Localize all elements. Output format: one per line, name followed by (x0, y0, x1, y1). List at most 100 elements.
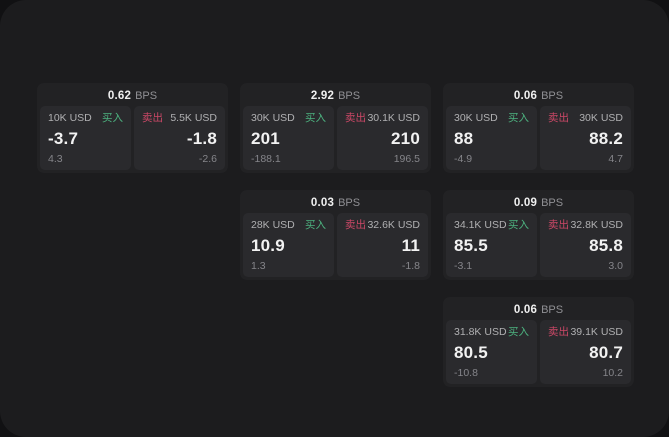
buy-panel-header: 31.8K USD 买入 (454, 326, 529, 338)
buy-delta: 4.3 (48, 153, 63, 165)
buy-quote-panel[interactable]: 10K USD 买入 -3.7 4.3 (40, 106, 131, 170)
sell-quote-panel[interactable]: 卖出 5.5K USD -1.8 -2.6 (134, 106, 225, 170)
sell-amount: 5.5K USD (170, 112, 217, 124)
quote-panels: 28K USD 买入 10.9 1.3 卖出 32.6K USD 11 -1.8 (243, 213, 428, 277)
sell-quote-panel[interactable]: 卖出 30K USD 88.2 4.7 (540, 106, 631, 170)
sell-delta: -1.8 (401, 260, 420, 272)
buy-amount: 34.1K USD (454, 219, 507, 231)
sell-delta: -2.6 (198, 153, 217, 165)
buy-side-tag: 买入 (305, 219, 326, 231)
sell-side-tag: 卖出 (548, 112, 569, 124)
buy-quote-panel[interactable]: 34.1K USD 买入 85.5 -3.1 (446, 213, 537, 277)
sell-panel-header: 卖出 32.6K USD (345, 219, 420, 231)
quote-panels: 31.8K USD 买入 80.5 -10.8 卖出 39.1K USD 80.… (446, 320, 631, 384)
sell-side-tag: 卖出 (345, 219, 366, 231)
buy-quote-panel[interactable]: 28K USD 买入 10.9 1.3 (243, 213, 334, 277)
buy-side-tag: 买入 (508, 326, 529, 338)
buy-delta: -4.9 (454, 153, 473, 165)
sell-delta: 3.0 (608, 260, 623, 272)
sell-panel-header: 卖出 30.1K USD (345, 112, 420, 124)
bps-header: 2.92 BPS (243, 86, 428, 106)
buy-panel-header: 34.1K USD 买入 (454, 219, 529, 231)
sell-price: 210 (391, 129, 420, 148)
quote-card: 0.06 BPS 30K USD 买入 88 -4.9 卖出 30K USD 8… (443, 83, 634, 173)
sell-quote-panel[interactable]: 卖出 39.1K USD 80.7 10.2 (540, 320, 631, 384)
buy-price: 80.5 (454, 343, 488, 362)
buy-delta: 1.3 (251, 260, 266, 272)
bps-header: 0.06 BPS (446, 86, 631, 106)
sell-amount: 39.1K USD (570, 326, 623, 338)
buy-amount: 30K USD (454, 112, 498, 124)
bps-value: 0.03 (310, 197, 335, 209)
sell-panel-header: 卖出 5.5K USD (142, 112, 217, 124)
buy-price: 88 (454, 129, 474, 148)
quote-card: 0.03 BPS 28K USD 买入 10.9 1.3 卖出 32.6K US… (240, 190, 431, 280)
bps-unit-label: BPS (541, 304, 564, 316)
sell-price: 88.2 (589, 129, 623, 148)
sell-amount: 30.1K USD (367, 112, 420, 124)
sell-panel-header: 卖出 30K USD (548, 112, 623, 124)
buy-delta: -10.8 (454, 367, 478, 379)
buy-amount: 10K USD (48, 112, 92, 124)
sell-amount: 32.8K USD (570, 219, 623, 231)
quote-panels: 34.1K USD 买入 85.5 -3.1 卖出 32.8K USD 85.8… (446, 213, 631, 277)
bps-header: 0.62 BPS (40, 86, 225, 106)
sell-delta: 196.5 (393, 153, 420, 165)
bps-unit-label: BPS (541, 197, 564, 209)
sell-price: -1.8 (186, 129, 217, 148)
sell-price: 85.8 (589, 236, 623, 255)
buy-delta: -3.1 (454, 260, 473, 272)
quote-card: 0.09 BPS 34.1K USD 买入 85.5 -3.1 卖出 32.8K… (443, 190, 634, 280)
sell-panel-header: 卖出 32.8K USD (548, 219, 623, 231)
sell-price: 80.7 (589, 343, 623, 362)
bps-unit-label: BPS (541, 90, 564, 102)
bps-value: 2.92 (310, 90, 335, 102)
sell-side-tag: 卖出 (548, 219, 569, 231)
buy-quote-panel[interactable]: 30K USD 买入 201 -188.1 (243, 106, 334, 170)
buy-amount: 31.8K USD (454, 326, 507, 338)
quote-card: 2.92 BPS 30K USD 买入 201 -188.1 卖出 30.1K … (240, 83, 431, 173)
quote-panels: 30K USD 买入 201 -188.1 卖出 30.1K USD 210 1… (243, 106, 428, 170)
bps-unit-label: BPS (338, 197, 361, 209)
buy-price: -3.7 (48, 129, 79, 148)
bps-header: 0.06 BPS (446, 300, 631, 320)
buy-panel-header: 10K USD 买入 (48, 112, 123, 124)
quote-panels: 10K USD 买入 -3.7 4.3 卖出 5.5K USD -1.8 -2.… (40, 106, 225, 170)
sell-side-tag: 卖出 (548, 326, 569, 338)
buy-panel-header: 28K USD 买入 (251, 219, 326, 231)
sell-delta: 4.7 (608, 153, 623, 165)
buy-quote-panel[interactable]: 30K USD 买入 88 -4.9 (446, 106, 537, 170)
buy-side-tag: 买入 (508, 219, 529, 231)
buy-panel-header: 30K USD 买入 (251, 112, 326, 124)
bps-unit-label: BPS (338, 90, 361, 102)
buy-side-tag: 买入 (305, 112, 326, 124)
buy-panel-header: 30K USD 买入 (454, 112, 529, 124)
buy-quote-panel[interactable]: 31.8K USD 买入 80.5 -10.8 (446, 320, 537, 384)
sell-price: 11 (401, 236, 420, 255)
buy-amount: 28K USD (251, 219, 295, 231)
sell-quote-panel[interactable]: 卖出 32.6K USD 11 -1.8 (337, 213, 428, 277)
sell-amount: 32.6K USD (367, 219, 420, 231)
bps-value: 0.06 (513, 304, 538, 316)
buy-price: 10.9 (251, 236, 285, 255)
bps-value: 0.62 (107, 90, 132, 102)
buy-side-tag: 买入 (102, 112, 123, 124)
buy-amount: 30K USD (251, 112, 295, 124)
bps-value: 0.06 (513, 90, 538, 102)
bps-header: 0.03 BPS (243, 193, 428, 213)
bps-header: 0.09 BPS (446, 193, 631, 213)
quote-card: 0.62 BPS 10K USD 买入 -3.7 4.3 卖出 5.5K USD… (37, 83, 228, 173)
buy-price: 85.5 (454, 236, 488, 255)
sell-quote-panel[interactable]: 卖出 32.8K USD 85.8 3.0 (540, 213, 631, 277)
buy-side-tag: 买入 (508, 112, 529, 124)
quote-panels: 30K USD 买入 88 -4.9 卖出 30K USD 88.2 4.7 (446, 106, 631, 170)
sell-quote-panel[interactable]: 卖出 30.1K USD 210 196.5 (337, 106, 428, 170)
buy-delta: -188.1 (251, 153, 281, 165)
sell-side-tag: 卖出 (345, 112, 366, 124)
sell-panel-header: 卖出 39.1K USD (548, 326, 623, 338)
sell-delta: 10.2 (602, 367, 623, 379)
sell-amount: 30K USD (579, 112, 623, 124)
quote-card: 0.06 BPS 31.8K USD 买入 80.5 -10.8 卖出 39.1… (443, 297, 634, 387)
buy-price: 201 (251, 129, 280, 148)
